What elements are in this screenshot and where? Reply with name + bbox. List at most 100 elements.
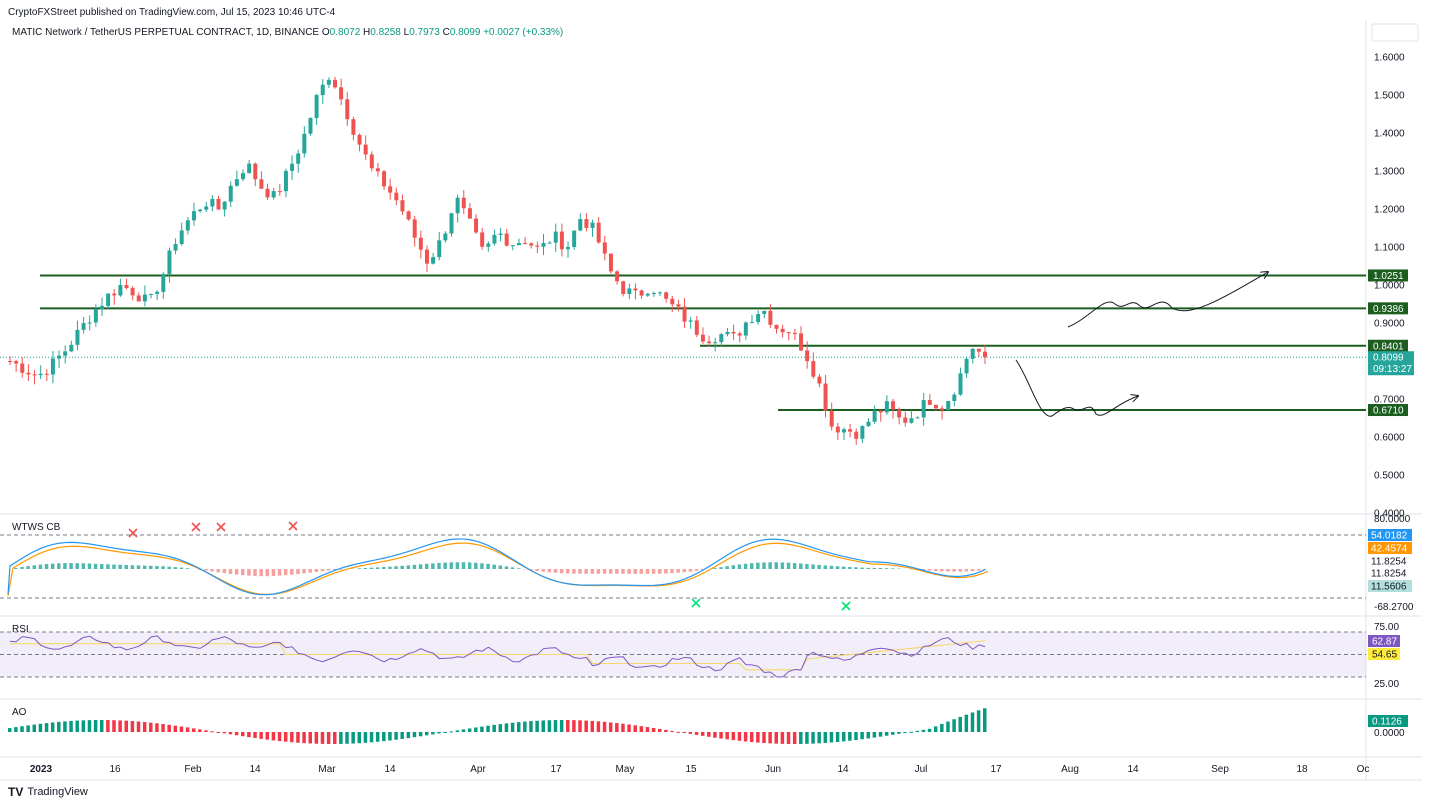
candle-body: [424, 249, 429, 264]
wt-histogram-bar: [339, 569, 343, 570]
wt-histogram-bar: [866, 567, 870, 569]
ao-bar: [75, 720, 79, 732]
wt-tag-text: 11.8254: [1371, 569, 1407, 580]
ao-bar: [124, 720, 129, 732]
candle: [940, 405, 945, 420]
ao-bar: [627, 724, 631, 732]
candle-body: [204, 206, 209, 210]
candle-body: [725, 331, 730, 335]
candle: [823, 374, 828, 418]
candle-body: [823, 383, 828, 411]
ao-bar: [424, 732, 429, 736]
last-price-bg: [1368, 351, 1414, 376]
candle-body: [185, 220, 190, 231]
wt-histogram-bar: [412, 564, 417, 569]
candle: [363, 135, 368, 161]
candle: [161, 271, 166, 299]
ao-bar: [136, 721, 141, 732]
candle-body: [615, 271, 620, 282]
candle-body: [302, 133, 307, 154]
wt-histogram-bar: [756, 562, 760, 569]
wt-histogram-bar: [694, 569, 699, 571]
candle: [897, 407, 902, 425]
ao-bar: [983, 708, 987, 732]
candle-body: [437, 240, 442, 258]
tradingview-brand: TradingView: [27, 786, 88, 798]
candle: [731, 324, 736, 341]
candle: [216, 195, 221, 210]
ao-bar: [8, 728, 12, 732]
wt-histogram-bar: [81, 563, 86, 569]
candle-body: [976, 348, 981, 352]
candle: [903, 411, 908, 427]
wt-histogram-bar: [26, 566, 30, 569]
wt-histogram-bar: [222, 569, 227, 574]
ao-bar: [700, 732, 705, 736]
tradingview-footer[interactable]: TV TradingView: [8, 785, 88, 799]
wtws-panel: 80.0000 -68.2700 54.0182 42.4574 11.825411.8…: [0, 514, 1414, 613]
candle-body: [510, 245, 515, 247]
wt-histogram-bar: [774, 562, 779, 569]
candle: [351, 116, 356, 141]
wt-tag-text: 11.8254: [1371, 557, 1407, 568]
candle-body: [792, 332, 797, 334]
candle-body: [596, 222, 601, 243]
ao-bar: [707, 732, 711, 737]
buy-cross-icon: [691, 598, 701, 608]
wt-histogram-bar: [786, 562, 791, 569]
wt-histogram-bar: [811, 564, 815, 569]
level-tag-text: 0.6710: [1373, 406, 1404, 417]
wt-histogram-bar: [75, 563, 79, 569]
wt-histogram-bar: [964, 569, 969, 572]
wt-histogram-bar: [320, 569, 325, 572]
ao-bar: [259, 732, 263, 739]
candle-body: [283, 170, 288, 192]
candle-body: [8, 361, 12, 362]
ao-bar: [933, 726, 938, 732]
wt-histogram-bar: [173, 567, 178, 569]
ao-bar: [596, 721, 601, 732]
ao-bar: [142, 722, 147, 732]
candle-body: [234, 179, 239, 186]
ao-bar: [682, 732, 687, 733]
candle-body: [449, 213, 454, 234]
ao-bar: [504, 723, 509, 732]
price-tick: 0.7000: [1374, 395, 1405, 406]
ao-bar: [26, 725, 30, 732]
time-tick: Aug: [1061, 764, 1079, 775]
wt-histogram-bar: [431, 563, 435, 569]
candle: [388, 178, 393, 200]
wt-histogram-bar: [480, 563, 484, 569]
wt-histogram-bar: [210, 569, 214, 572]
candle-body: [32, 374, 37, 376]
candle-body: [866, 421, 871, 427]
wt-histogram-bar: [333, 569, 337, 571]
ao-bar: [167, 724, 171, 732]
candle: [431, 252, 436, 265]
time-tick: Mar: [318, 764, 336, 775]
wt-histogram-bar: [731, 565, 736, 569]
candle: [308, 117, 313, 136]
candle: [498, 228, 503, 242]
time-tick: 2023: [30, 764, 53, 775]
candle: [142, 285, 147, 307]
ao-bar: [308, 732, 312, 744]
ao-bar: [418, 732, 423, 737]
wt-histogram-bar: [204, 569, 208, 571]
candle: [210, 195, 215, 212]
wt-histogram-bar: [155, 566, 159, 569]
wt-histogram-bar: [566, 569, 570, 574]
ao-bar: [633, 725, 637, 732]
candle-body: [737, 333, 742, 336]
time-tick: Apr: [470, 764, 486, 775]
time-tick: 17: [990, 764, 1002, 775]
candle: [866, 418, 871, 427]
wt-histogram-bar: [535, 569, 539, 571]
wt-histogram-bar: [547, 569, 552, 573]
candle: [302, 126, 307, 158]
candle: [130, 286, 135, 301]
candle: [835, 422, 840, 440]
ao-bar: [265, 732, 270, 740]
ao-bar: [99, 720, 104, 732]
